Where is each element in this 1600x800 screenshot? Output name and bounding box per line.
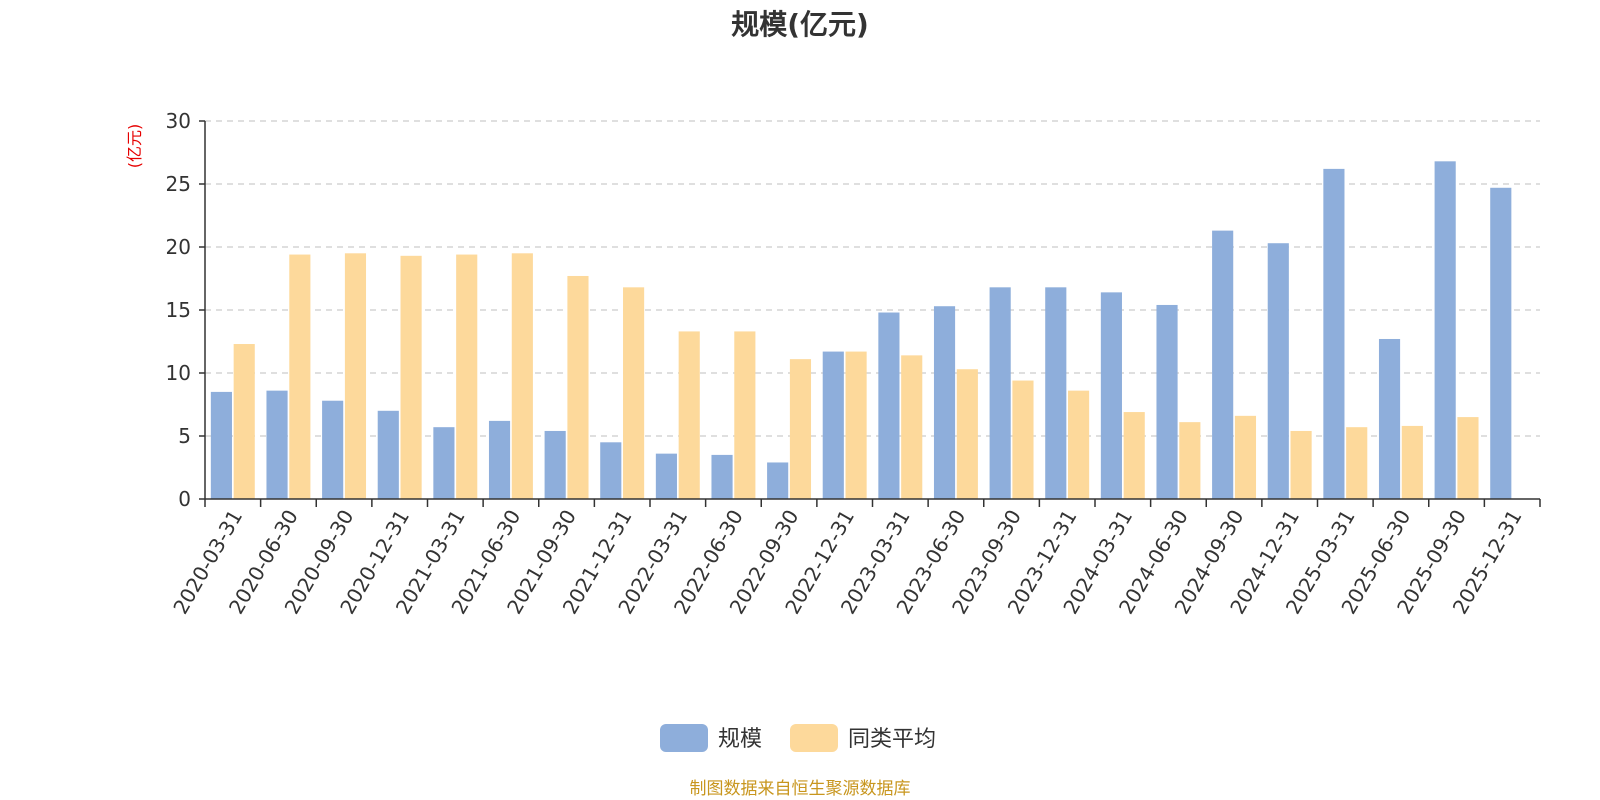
- bar-scale[interactable]: [767, 462, 789, 499]
- bar-peer-average[interactable]: [734, 331, 756, 499]
- bar-scale[interactable]: [433, 427, 455, 499]
- y-tick-label: 25: [166, 172, 191, 196]
- y-tick-label: 15: [166, 298, 191, 322]
- bar-peer-average[interactable]: [956, 369, 978, 499]
- y-tick-label: 20: [166, 235, 191, 259]
- bar-scale[interactable]: [822, 351, 844, 499]
- legend-swatch-peer-average: [790, 724, 838, 752]
- y-tick-label: 5: [178, 424, 191, 448]
- bar-scale[interactable]: [1212, 230, 1234, 499]
- bar-peer-average[interactable]: [1123, 412, 1145, 499]
- bar-scale[interactable]: [266, 390, 288, 499]
- y-axis-unit: (亿元): [125, 124, 144, 169]
- bar-scale[interactable]: [600, 442, 622, 499]
- bar-peer-average[interactable]: [456, 254, 478, 499]
- bar-scale[interactable]: [322, 400, 344, 499]
- bar-peer-average[interactable]: [344, 253, 367, 499]
- bar-peer-average[interactable]: [1179, 422, 1201, 499]
- bar-scale[interactable]: [1490, 187, 1512, 499]
- bar-peer-average[interactable]: [901, 355, 923, 499]
- bar-scale[interactable]: [377, 410, 399, 499]
- bar-peer-average[interactable]: [567, 275, 589, 499]
- y-tick-label: 10: [166, 361, 191, 385]
- bar-peer-average[interactable]: [511, 253, 533, 499]
- bar-scale[interactable]: [1323, 168, 1345, 499]
- bar-peer-average[interactable]: [400, 255, 422, 499]
- bar-peer-average[interactable]: [789, 359, 812, 499]
- bar-peer-average[interactable]: [1290, 430, 1312, 499]
- bar-scale[interactable]: [1045, 287, 1067, 499]
- bar-scale[interactable]: [488, 420, 511, 499]
- bar-peer-average[interactable]: [623, 287, 645, 499]
- y-tick-label: 0: [178, 487, 191, 511]
- grid-lines: [205, 120, 1540, 437]
- legend: 规模 同类平均: [660, 724, 936, 752]
- bar-peer-average[interactable]: [1457, 417, 1479, 499]
- bar-scale[interactable]: [989, 287, 1011, 499]
- bars-group: [210, 161, 1512, 499]
- y-tick-labels: 0 5 10 15 20 25 30: [166, 109, 191, 511]
- bar-scale[interactable]: [933, 306, 956, 499]
- bar-scale[interactable]: [1267, 243, 1289, 499]
- legend-item-scale[interactable]: 规模: [660, 724, 762, 752]
- bar-peer-average[interactable]: [1401, 425, 1423, 499]
- bar-scale[interactable]: [878, 312, 900, 499]
- bar-peer-average[interactable]: [289, 254, 311, 499]
- x-tick-labels: 2020-03-312020-06-302020-09-302020-12-31…: [168, 506, 1526, 619]
- legend-swatch-scale: [660, 724, 708, 752]
- bar-scale[interactable]: [544, 430, 566, 499]
- bar-scale[interactable]: [210, 391, 232, 499]
- axes: [199, 120, 1541, 507]
- source-note: 制图数据来自恒生聚源数据库: [690, 779, 911, 799]
- bar-scale[interactable]: [1434, 161, 1456, 499]
- bar-scale[interactable]: [711, 454, 733, 499]
- legend-item-peer-average[interactable]: 同类平均: [790, 724, 936, 752]
- legend-label-scale: 规模: [718, 727, 762, 752]
- bar-peer-average[interactable]: [1068, 390, 1090, 499]
- chart-title: 规模(亿元): [731, 8, 869, 41]
- bar-scale[interactable]: [1378, 338, 1401, 499]
- bar-peer-average[interactable]: [233, 344, 255, 499]
- bar-peer-average[interactable]: [845, 351, 867, 499]
- bar-scale[interactable]: [1100, 292, 1122, 499]
- bar-peer-average[interactable]: [1346, 427, 1368, 499]
- bar-peer-average[interactable]: [1012, 380, 1034, 499]
- bar-peer-average[interactable]: [1234, 415, 1257, 499]
- legend-label-peer-average: 同类平均: [848, 727, 936, 752]
- bar-scale[interactable]: [1156, 304, 1178, 499]
- bar-peer-average[interactable]: [678, 331, 700, 499]
- y-tick-label: 30: [166, 109, 191, 133]
- bar-scale[interactable]: [655, 453, 677, 499]
